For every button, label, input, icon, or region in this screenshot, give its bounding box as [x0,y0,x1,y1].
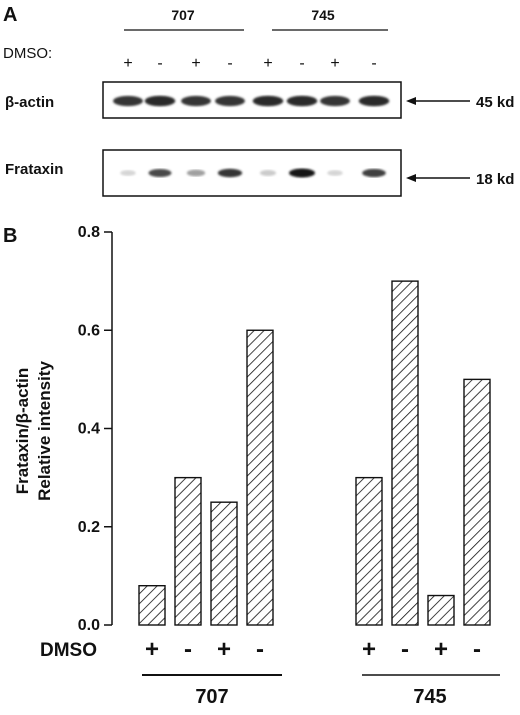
band-actin-lane-5 [252,95,284,107]
arrow-frataxin-head [406,174,416,182]
dmso-sign-lane-8: - [371,55,376,72]
dmso-sign-745-2: - [401,636,409,663]
bar-745-3 [427,594,455,626]
bar-707-3 [210,501,238,626]
dmso-sign-lane-2: - [157,55,162,72]
bar-745-4 [463,378,491,626]
y-tick-label: 0.2 [78,519,100,536]
bar-707-4 [246,329,274,626]
dmso-sign-lane-4: - [227,55,232,72]
dmso-sign-lane-6: - [299,55,304,72]
group-label-707-bottom: 707 [195,686,228,708]
bar-745-2 [391,280,419,626]
band-frataxin-lane-2 [148,168,172,178]
dmso-sign-745-1: + [362,636,376,663]
panel-b-label: B [3,225,17,247]
dmso-sign-745-4: - [473,636,481,663]
y-tick-label: 0.8 [78,224,100,241]
y-tick-label: 0.4 [78,421,100,438]
bar-series [138,280,491,626]
dmso-sign-707-1: + [145,636,159,663]
band-frataxin-lane-8 [362,168,386,178]
band-frataxin-lane-7 [327,170,343,176]
band-frataxin-lane-4 [217,168,243,178]
blot-actin-name: β-actin [5,94,54,111]
dmso-sign-745-3: + [434,636,448,663]
band-actin-lane-3 [181,95,211,107]
y-tick-label: 0.0 [78,617,100,634]
band-actin-lane-7 [320,95,350,107]
panel-a-label: A [3,4,17,26]
blot-actin-bands [113,95,390,107]
group-label-745-bottom: 745 [413,686,446,708]
y-axis-ticks: 0.0 0.2 0.4 0.6 0.8 [78,224,112,634]
band-frataxin-lane-5 [259,170,277,176]
y-axis-label-line2: Relative intensity [35,361,54,501]
band-actin-lane-4 [215,95,245,107]
dmso-signs-chart: + - + - + - + - [145,636,481,663]
dmso-signs-row: + - + - + - + - [123,55,376,72]
dmso-label-b: DMSO [40,640,97,661]
bar-707-2 [174,476,202,626]
dmso-sign-707-3: + [217,636,231,663]
bar-745-1 [355,476,383,626]
blot-frataxin-name: Frataxin [5,161,63,178]
dmso-sign-707-2: - [184,636,192,663]
y-tick-label: 0.6 [78,322,100,339]
band-actin-lane-8 [358,95,390,107]
blot-frataxin-size: 18 kd [476,171,514,188]
arrow-actin-head [406,97,416,105]
dmso-sign-707-4: - [256,636,264,663]
blot-actin-size: 45 kd [476,94,514,111]
group-label-745-top: 745 [311,7,335,23]
blot-frataxin-bands [120,168,386,178]
y-axis-label-line1: Frataxin/β-actin [13,368,32,495]
bar-707-1 [138,585,166,626]
band-actin-lane-6 [286,95,318,107]
band-actin-lane-2 [144,95,176,107]
group-label-707-top: 707 [171,7,195,23]
blot-frataxin-frame [102,149,402,197]
dmso-sign-lane-3: + [191,55,200,72]
band-frataxin-lane-1 [120,170,136,176]
dmso-sign-lane-7: + [330,55,339,72]
band-actin-lane-1 [113,95,143,107]
dmso-sign-lane-1: + [123,55,132,72]
dmso-label-a: DMSO: [3,45,52,62]
dmso-sign-lane-5: + [263,55,272,72]
band-frataxin-lane-6 [289,168,315,178]
band-frataxin-lane-3 [186,169,206,177]
